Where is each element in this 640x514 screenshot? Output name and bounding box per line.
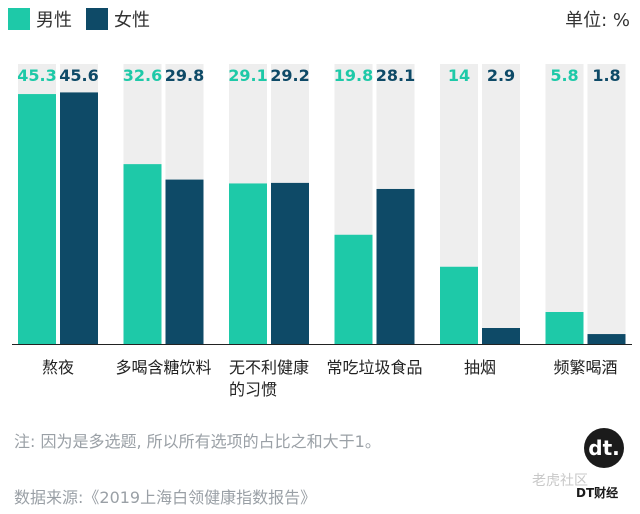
bar-female — [482, 328, 520, 344]
bar-male — [440, 266, 478, 344]
data-source: 数据来源:《2019上海白领健康指数报告》 — [14, 488, 317, 507]
bar-female — [376, 188, 415, 344]
brand-logo: dt. DT财经 — [576, 428, 634, 508]
data-label-female: 29.8 — [165, 66, 204, 85]
legend-label-female: 女性 — [114, 10, 150, 31]
category-label: 多喝含糖饮料 — [115, 358, 211, 377]
legend-item-male: 男性 — [8, 6, 72, 32]
bar-male — [229, 183, 267, 344]
unit-label: 单位: % — [565, 10, 630, 31]
category-label: 频繁喝酒 — [553, 358, 617, 377]
bar-track — [545, 64, 584, 344]
corner-watermark: 老虎社区 — [532, 473, 588, 489]
data-label-male: 32.6 — [123, 66, 162, 85]
data-label-female: 29.2 — [270, 66, 309, 85]
data-label-female: 45.6 — [59, 66, 98, 85]
bar-male — [545, 312, 584, 344]
legend-swatch-female — [86, 8, 108, 30]
category-label: 熬夜 — [42, 358, 74, 377]
legend-label-male: 男性 — [36, 10, 72, 31]
category-label: 抽烟 — [464, 358, 496, 377]
logo-mark: dt. — [584, 428, 624, 468]
bar-chart: 45.3 45.6 熬夜 32.6 29.8 多喝含糖饮料 29.1 29.2 无不利健康的习惯… — [12, 64, 632, 399]
legend-swatch-male — [8, 8, 30, 30]
category-label: 无不利健康 — [229, 358, 309, 377]
bar-female — [271, 182, 309, 344]
data-label-male: 14 — [448, 66, 470, 85]
footnote: 注: 因为是多选题, 所以所有选项的占比之和大于1。 — [14, 432, 381, 451]
data-label-male: 29.1 — [228, 66, 267, 85]
bar-track — [482, 64, 520, 344]
data-label-female: 2.9 — [487, 66, 515, 85]
legend: 男性 女性 — [8, 6, 150, 32]
legend-item-female: 女性 — [86, 6, 150, 32]
category-label: 的习惯 — [229, 380, 277, 399]
bar-male — [334, 234, 373, 344]
data-label-male: 19.8 — [334, 66, 373, 85]
bar-female — [165, 179, 204, 344]
logo-text: DT财经 — [576, 486, 619, 500]
data-label-male: 45.3 — [17, 66, 56, 85]
bar-track — [587, 64, 626, 344]
bar-male — [123, 164, 162, 344]
bar-male — [18, 94, 56, 344]
data-label-female: 1.8 — [592, 66, 620, 85]
category-label: 常吃垃圾食品 — [326, 358, 422, 377]
bar-female — [60, 92, 98, 345]
bar-female — [587, 334, 626, 344]
data-label-female: 28.1 — [376, 66, 415, 85]
data-label-male: 5.8 — [550, 66, 578, 85]
